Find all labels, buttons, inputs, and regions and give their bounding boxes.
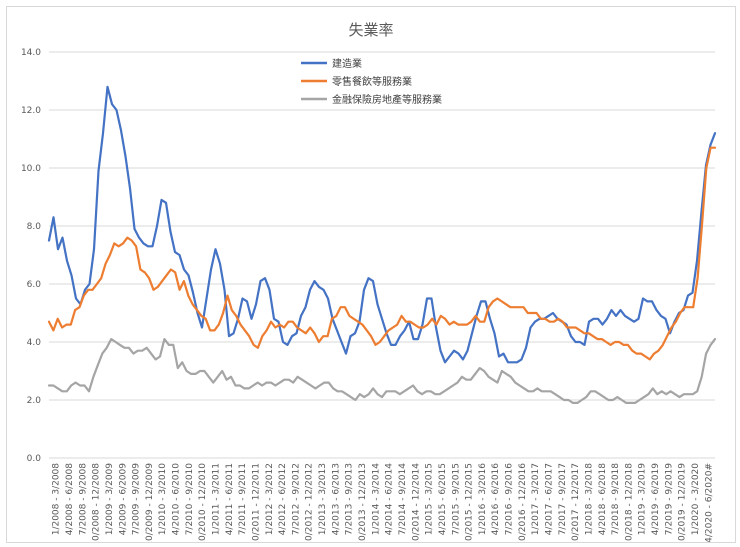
legend-label: 零售餐飲等服務業 [332, 75, 412, 88]
x-tick-label: 4/2020 - 6/2020# [704, 463, 714, 542]
series-line-3 [47, 338, 717, 404]
x-tick-label: 4/2008 - 6/2008 [65, 463, 75, 536]
x-tick-label: 10/2010 - 12/2010 [198, 463, 208, 542]
x-tick-label: 10/2011 - 12/2011 [251, 463, 261, 542]
x-tick-label: 1/2016 - 3/2016 [478, 463, 488, 536]
x-tick-label: 10/2015 - 12/2015 [465, 463, 475, 542]
x-tick-label: 4/2015 - 6/2015 [438, 463, 448, 535]
x-tick-label: 1/2010 - 3/2010 [158, 463, 168, 536]
x-tick-label: 7/2015 - 9/2015 [451, 463, 461, 535]
x-tick-label: 1/2012 - 3/2012 [265, 463, 275, 535]
x-tick-label: 4/2014 - 6/2014 [385, 463, 395, 536]
y-tick-label: 14.0 [21, 48, 41, 58]
y-tick-label: 0.0 [27, 454, 42, 464]
x-tick-label: 1/2009 - 3/2009 [105, 463, 115, 536]
x-tick-label: 4/2010 - 6/2010 [172, 463, 182, 536]
x-tick-label: 7/2018 - 9/2018 [611, 463, 621, 536]
x-tick-label: 4/2011 - 6/2011 [225, 463, 235, 535]
x-axis-ticks: 1/2008 - 3/2008 4/2008 - 6/2008 7/2008 - 9… [52, 463, 715, 542]
x-tick-label: 4/2013 - 6/2013 [331, 463, 341, 535]
x-tick-label: 4/2012 - 6/2012 [278, 463, 288, 535]
x-tick-label: 1/2019 - 3/2019 [638, 463, 648, 536]
chart-area: 失業率 0.0 2.0 4.0 6.0 8.0 10.0 12.0 14.0 1/2008 -… [6, 6, 736, 543]
x-tick-label: 10/2012 - 12/2012 [305, 463, 315, 542]
x-tick-label: 10/2009 - 12/2009 [145, 463, 155, 542]
series-line-1 [47, 85, 717, 364]
x-tick-label: 4/2017 - 6/2017 [545, 463, 555, 535]
y-tick-label: 2.0 [27, 396, 42, 406]
x-tick-label: 7/2017 - 9/2017 [558, 463, 568, 535]
x-tick-label: 7/2009 - 9/2009 [132, 463, 142, 536]
x-tick-label: 7/2011 - 9/2011 [238, 463, 248, 535]
x-tick-label: 7/2019 - 9/2019 [664, 463, 674, 536]
x-tick-label: 1/2011 - 3/2011 [212, 463, 222, 535]
x-tick-label: 1/2014 - 3/2014 [371, 463, 381, 536]
x-tick-label: 7/2014 - 9/2014 [398, 463, 408, 536]
x-tick-label: 10/2013 - 12/2013 [358, 463, 368, 542]
x-tick-label: 7/2010 - 9/2010 [185, 463, 195, 536]
x-tick-label: 1/2008 - 3/2008 [52, 463, 62, 536]
y-tick-label: 4.0 [27, 338, 42, 348]
y-tick-label: 10.0 [21, 164, 41, 174]
x-tick-label: 10/2014 - 12/2014 [411, 463, 421, 542]
x-tick-label: 7/2012 - 9/2012 [291, 463, 301, 535]
x-tick-label: 7/2008 - 9/2008 [78, 463, 88, 536]
legend-label: 建造業 [332, 57, 362, 70]
x-tick-label: 4/2016 - 6/2016 [491, 463, 501, 536]
x-tick-label: 7/2016 - 9/2016 [505, 463, 515, 536]
x-tick-label: 10/2016 - 12/2016 [518, 463, 528, 542]
x-tick-label: 4/2009 - 6/2009 [118, 463, 128, 536]
x-tick-label: 1/2018 - 3/2018 [584, 463, 594, 536]
x-tick-label: 1/2015 - 3/2015 [425, 463, 435, 535]
y-tick-label: 6.0 [27, 280, 42, 290]
x-tick-label: 10/2019 - 12/2019 [678, 463, 688, 542]
y-tick-label: 12.0 [21, 106, 41, 116]
x-tick-label: 10/2018 - 12/2018 [624, 463, 634, 542]
x-tick-label: 1/2020 - 3/2020 [691, 463, 701, 536]
x-tick-label: 10/2017 - 12/2017 [571, 463, 581, 542]
y-axis-ticks: 0.0 2.0 4.0 6.0 8.0 10.0 12.0 14.0 [21, 48, 41, 464]
x-tick-label: 7/2013 - 9/2013 [345, 463, 355, 535]
legend-label: 金融保險房地產等服務業 [332, 93, 442, 106]
x-tick-label: 1/2013 - 3/2013 [318, 463, 328, 535]
line-chart: 失業率 0.0 2.0 4.0 6.0 8.0 10.0 12.0 14.0 1/2008 -… [21, 21, 717, 542]
x-tick-label: 4/2019 - 6/2019 [651, 463, 661, 536]
series-line-2 [47, 146, 717, 361]
x-tick-label: 1/2017 - 3/2017 [531, 463, 541, 535]
y-tick-label: 8.0 [27, 222, 42, 232]
chart-title: 失業率 [348, 21, 393, 39]
x-tick-label: 4/2018 - 6/2018 [598, 463, 608, 536]
x-tick-label: 10/2008 - 12/2008 [92, 463, 102, 542]
series-lines [47, 85, 717, 404]
